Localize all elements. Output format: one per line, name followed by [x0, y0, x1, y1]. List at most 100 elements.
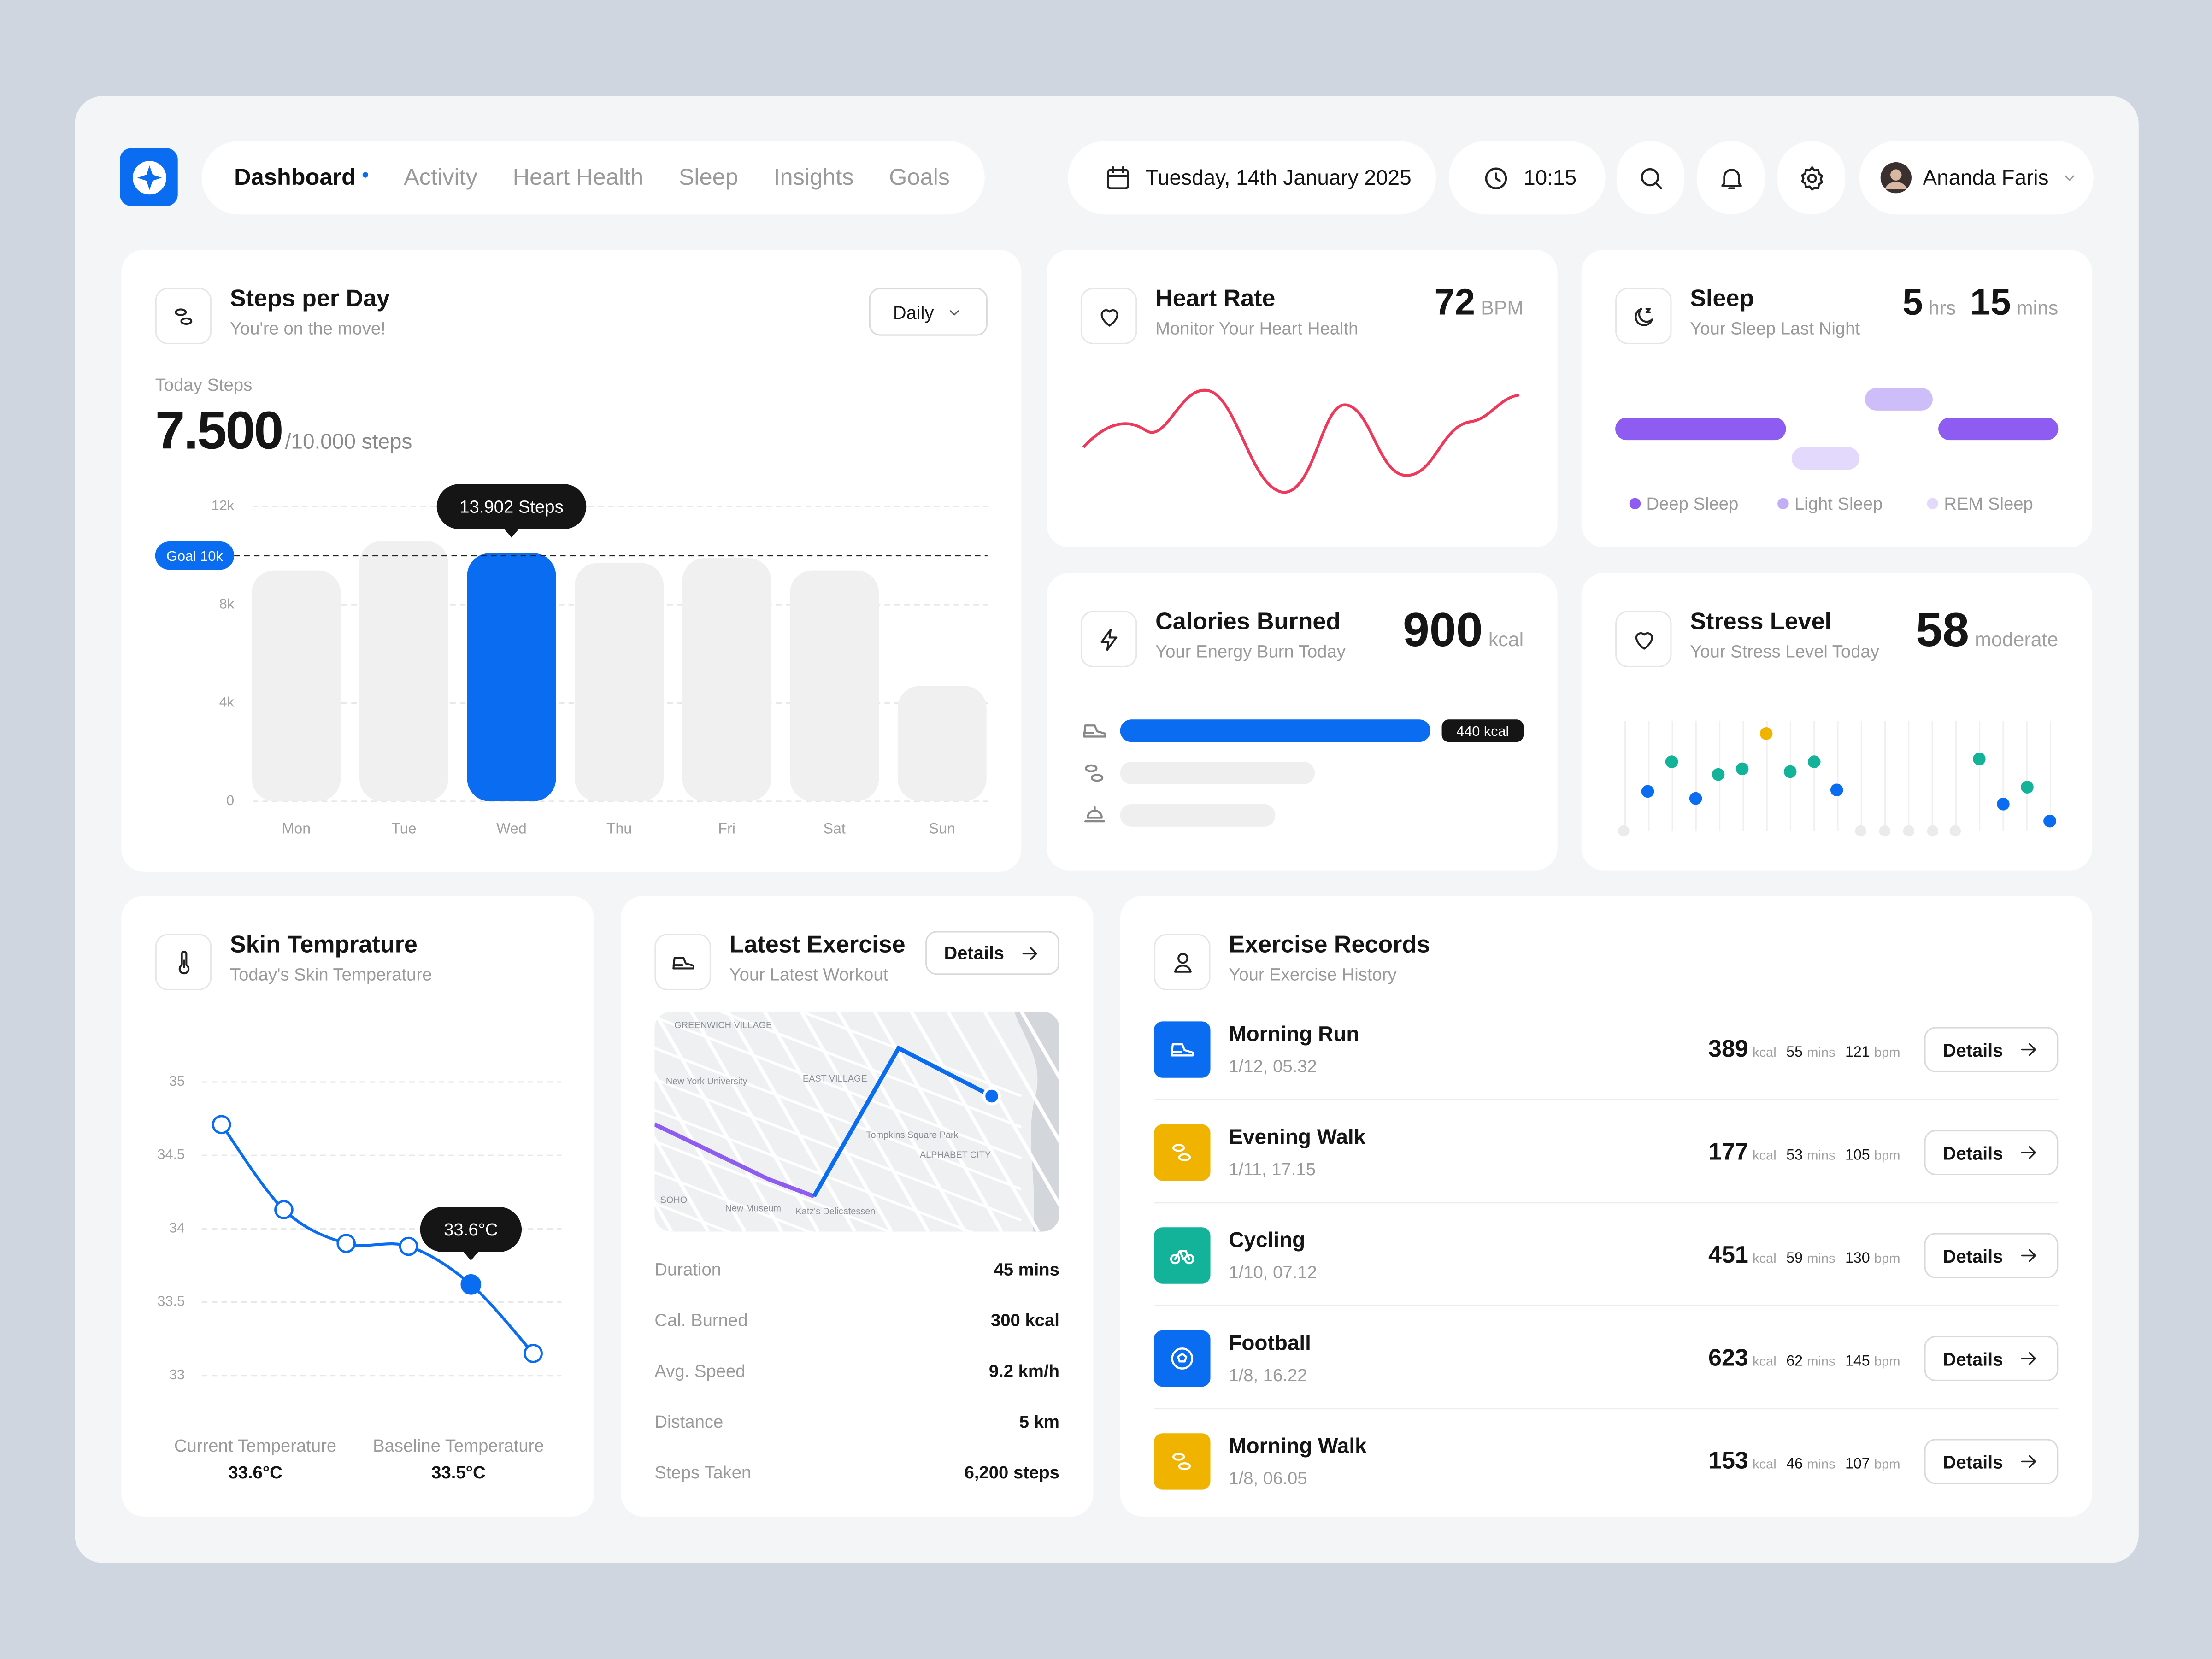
calories-unit: kcal: [1488, 628, 1524, 651]
map: GREENWICH VILLAGE New York University EAST…: [654, 1011, 1059, 1232]
tooltip-box: [436, 484, 587, 529]
icon-shape: [1485, 167, 1507, 189]
mins-unit: mins: [1807, 1045, 1835, 1061]
stress-dot: [2021, 781, 2034, 794]
period-dropdown[interactable]: Daily: [869, 288, 988, 336]
icon-shape: [1085, 764, 1098, 772]
icon-shape: [174, 307, 186, 316]
bar: [790, 570, 879, 801]
nav-item[interactable]: Insights: [773, 164, 854, 190]
tooltip-arrow: [503, 528, 520, 538]
icon-shape: [1090, 774, 1104, 782]
icon-shape: [1172, 1144, 1191, 1161]
stat-value: 45 mins: [994, 1259, 1059, 1280]
time-pill[interactable]: 10:15: [1448, 141, 1606, 215]
icon-shape: [1171, 1043, 1194, 1057]
nav-item[interactable]: Heart Health: [512, 164, 644, 190]
card-title: Heart Rate: [1155, 285, 1276, 312]
stress-dot: [1783, 765, 1797, 778]
record-date: 1/12, 05.32: [1229, 1056, 1317, 1077]
icon-shape: [1184, 1254, 1194, 1265]
details-button[interactable]: Details: [925, 931, 1059, 975]
icon-shape: [1880, 162, 1912, 194]
button-label: Details: [1942, 1142, 2003, 1163]
details-button[interactable]: Details: [1924, 1130, 2059, 1175]
icon-shape: [1107, 165, 1129, 176]
street: [654, 1109, 974, 1232]
icon-shape: [1084, 806, 1106, 823]
record-date: 1/11, 17.15: [1229, 1159, 1316, 1180]
icon-shape: [1177, 952, 1188, 963]
legend-label: Light Sleep: [1794, 494, 1883, 514]
date: Tuesday, 14th January 2025: [1145, 165, 1412, 190]
stress-value-row: 58 moderate: [1916, 604, 2058, 659]
tooltip: 13.902 Steps: [459, 497, 563, 517]
search-button[interactable]: [1617, 141, 1685, 215]
nav-item[interactable]: Activity: [404, 164, 478, 190]
street: [654, 1171, 812, 1232]
stress-value: 58: [1916, 604, 1969, 658]
icon-shape: [950, 309, 959, 315]
icon-shape: [1100, 628, 1117, 650]
today-label: Today Steps: [155, 375, 253, 395]
temperature-point: [274, 1200, 294, 1219]
route: [812, 1045, 993, 1198]
user-menu[interactable]: Ananda Faris: [1859, 141, 2094, 215]
icon-shape: [2021, 1352, 2036, 1365]
stress-dot: [1949, 825, 1961, 837]
y-tick-label: 34.5: [157, 1147, 185, 1162]
bar: [467, 553, 556, 801]
stress-dot: [1830, 783, 1843, 797]
button-label: Details: [1942, 1451, 2003, 1472]
stat-label: Duration: [654, 1259, 722, 1280]
x-tick-label: Wed: [496, 820, 526, 836]
nav-item[interactable]: Goals: [889, 164, 950, 190]
mins-unit: mins: [1807, 1251, 1835, 1267]
activity-icon: [1081, 759, 1109, 794]
settings-button[interactable]: [1777, 141, 1846, 215]
kcal-unit: kcal: [1753, 1354, 1777, 1370]
logo[interactable]: [120, 148, 178, 206]
stat-value: 33.6°C: [228, 1463, 282, 1483]
icon-shape: [1100, 308, 1118, 326]
sleep-minutes: 15: [1970, 281, 2011, 324]
icon-shape: [1171, 1347, 1194, 1370]
sleep-segment: [1865, 388, 1933, 411]
nav-item[interactable]: Dashboard: [234, 164, 356, 190]
map-label: SOHO: [660, 1195, 688, 1205]
temperature-point: [524, 1344, 543, 1363]
sleep-segment: [1615, 418, 1786, 441]
calories-bars: 440 kcal: [1120, 719, 1524, 827]
sleep-minutes-unit: mins: [2016, 296, 2059, 319]
bpm-unit: bpm: [1874, 1457, 1900, 1473]
card-title: Stress Level: [1690, 608, 1832, 635]
notifications-button[interactable]: [1697, 141, 1765, 215]
bpm: 145: [1845, 1353, 1870, 1370]
icon-shape: [1170, 1250, 1194, 1265]
street: [654, 1011, 783, 1232]
date-pill[interactable]: Tuesday, 14th January 2025: [1068, 141, 1436, 215]
street: [873, 1011, 1003, 1232]
details-button[interactable]: Details: [1924, 1335, 2059, 1381]
street: [946, 1011, 1059, 1208]
icon-box: [155, 288, 212, 344]
period: Daily: [893, 301, 934, 323]
stat-label: Avg. Speed: [654, 1361, 746, 1381]
heart-wave: [1082, 388, 1520, 494]
map-label: EAST VILLAGE: [803, 1074, 867, 1084]
icon-shape: [174, 307, 192, 324]
kcal-unit: kcal: [1753, 1457, 1777, 1473]
details-button[interactable]: Details: [1924, 1027, 2059, 1072]
street: [800, 1011, 930, 1232]
card-subtitle: Your Exercise History: [1229, 965, 1397, 985]
record-metrics: 153 kcal 46 mins 107 bpm: [1708, 1447, 1900, 1476]
details-button[interactable]: Details: [1924, 1439, 2059, 1484]
street: [983, 1011, 1059, 1145]
icon-shape: [2021, 1043, 2036, 1056]
bpm: 105: [1845, 1147, 1870, 1164]
details-button[interactable]: Details: [1924, 1233, 2059, 1278]
legend-label: Deep Sleep: [1646, 494, 1738, 514]
icon-shape: [1083, 724, 1106, 738]
button-label: Details: [944, 942, 1005, 964]
nav-item[interactable]: Sleep: [678, 164, 738, 190]
